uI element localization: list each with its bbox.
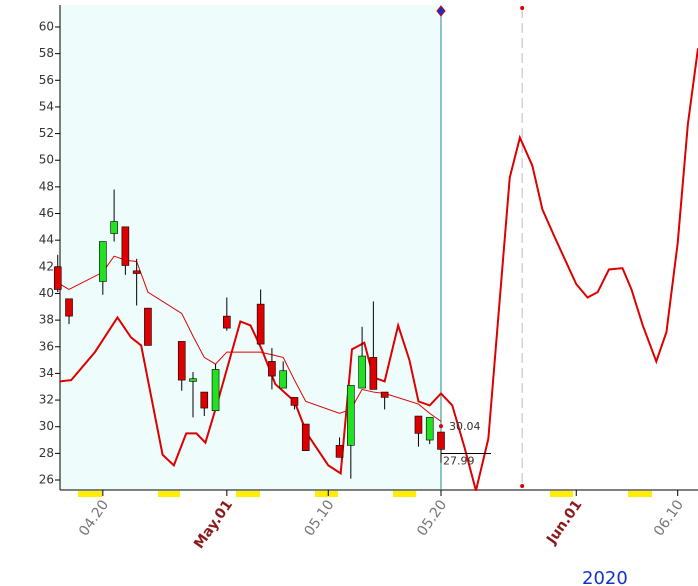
y-tick-label: 44 [39,233,54,247]
candle [223,297,231,331]
cutoff-diamond [436,5,446,17]
y-tick-label: 54 [39,99,54,113]
candle [211,364,220,412]
candle-body [369,357,378,390]
y-tick-label: 48 [39,179,54,193]
y-tick-label: 40 [39,286,54,300]
candle [414,415,423,447]
candle [369,301,378,390]
candle [200,391,209,417]
y-tick-label: 56 [39,73,54,87]
x-tick-label: Jun.01 [543,497,585,548]
candle-body [358,355,366,389]
y-tick-label: 58 [39,46,54,60]
candle [121,226,130,275]
candle-body [200,391,209,409]
y-tick-label: 32 [39,393,54,407]
candle [99,241,107,295]
annotation-label: 27.99 [443,454,475,467]
y-tick-label: 50 [39,153,54,167]
candle-body [425,417,434,441]
candle-body [279,370,287,389]
x-tick-label: 05.10 [301,497,337,539]
x-tick-label: 04.20 [76,497,112,539]
candle-body [437,431,445,450]
candle [53,254,62,293]
history-shade [60,5,441,490]
candle [335,437,344,458]
candle [425,417,434,445]
candle-body [177,341,186,381]
y-tick-label: 36 [39,339,54,353]
candle-body [256,303,265,345]
candle [144,307,152,346]
candle-body [99,241,107,282]
y-tick-label: 42 [39,259,54,273]
y-tick-label: 46 [39,206,54,220]
candle-body [121,226,130,266]
candle [301,423,310,451]
candle [256,289,265,345]
candle-body [189,378,197,382]
y-tick-label: 34 [39,366,54,380]
x-tick-label: 05.20 [414,497,450,539]
candle [132,258,141,306]
candle [110,189,118,242]
candle [290,397,299,410]
annotation-label: 30.04 [449,420,481,433]
candle-body [335,445,344,458]
y-tick-label: 30 [39,419,54,433]
candle-body [347,385,355,446]
y-tick-label: 52 [39,126,54,140]
candle-body [414,415,423,434]
candle [65,298,73,325]
y-tick-label: 26 [39,473,54,487]
candle [268,348,276,390]
candle-body [211,369,220,412]
y-tick-label: 60 [39,19,54,33]
candle-body [132,270,141,274]
candle-body [223,315,231,329]
marker-dot [520,484,525,488]
x-tick-label: May.01 [191,497,236,552]
candle-body [268,361,276,377]
annotation-dot [438,424,443,429]
candle [437,431,445,463]
year-label: 2020 [582,568,628,586]
marker-dot [520,6,525,10]
weekend-markers [78,491,652,497]
candle-body [301,423,310,451]
candle [189,372,197,418]
candle [177,341,186,391]
y-tick-label: 28 [39,446,54,460]
candle-body [53,266,62,290]
candle-body [380,391,389,398]
candle-body [65,298,73,317]
candle-body [290,397,299,406]
line-series [59,48,698,491]
candle [380,391,389,410]
x-tick-label: 06.10 [651,497,687,539]
candle [347,385,355,479]
y-tick-label: 38 [39,313,54,327]
candle-body [110,221,118,234]
candle [279,361,287,389]
candle [358,326,366,389]
candle-body [144,307,152,346]
